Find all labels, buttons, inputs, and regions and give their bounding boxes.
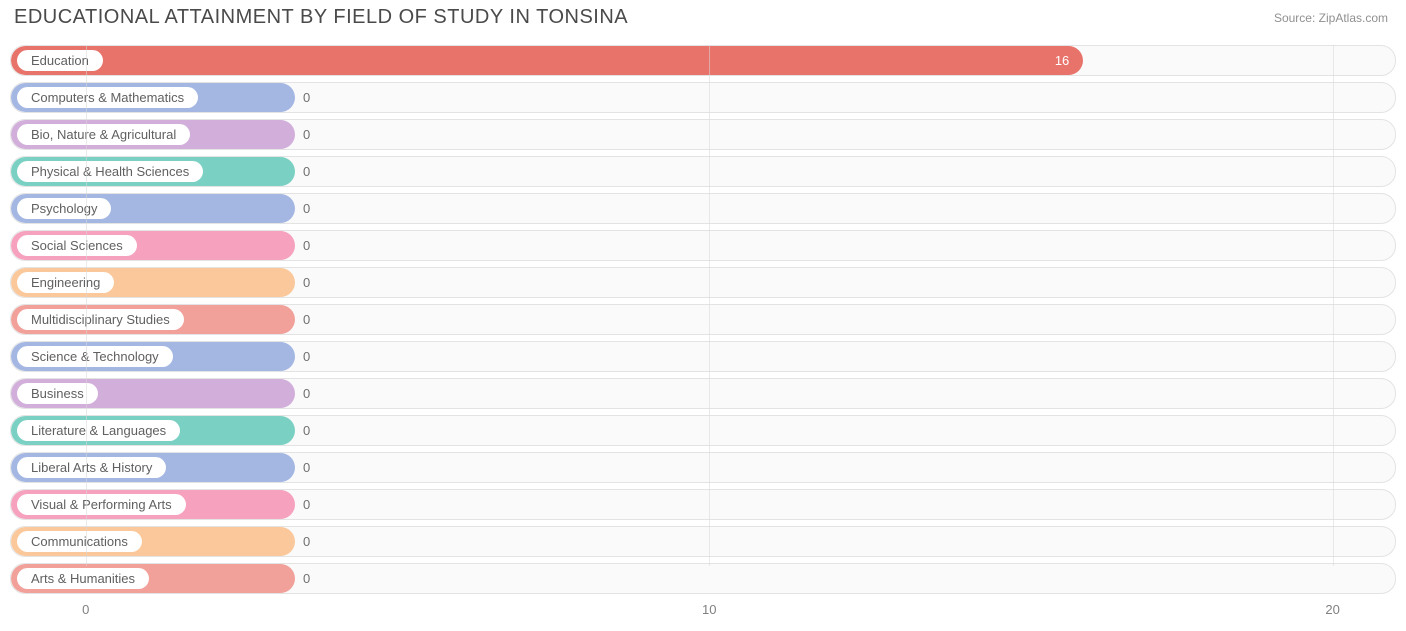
bar-label: Arts & Humanities: [17, 568, 149, 589]
bar-value: 0: [295, 342, 310, 371]
bar-value: 0: [295, 490, 310, 519]
bar-label: Business: [17, 383, 98, 404]
bar-label: Physical & Health Sciences: [17, 161, 203, 182]
chart-row: Visual & Performing Arts 0: [10, 489, 1396, 520]
chart-row: Engineering 0: [10, 267, 1396, 298]
bar-label: Psychology: [17, 198, 111, 219]
x-axis-tick: 20: [1325, 602, 1339, 617]
bar-value: 0: [295, 305, 310, 334]
bar-label: Liberal Arts & History: [17, 457, 166, 478]
bar-value: 0: [295, 379, 310, 408]
x-axis: 0 10 20: [10, 600, 1396, 624]
chart-row: Bio, Nature & Agricultural 0: [10, 119, 1396, 150]
bar-label: Multidisciplinary Studies: [17, 309, 184, 330]
bar-value: 0: [295, 120, 310, 149]
chart-row: Literature & Languages 0: [10, 415, 1396, 446]
bar-value: 0: [295, 194, 310, 223]
bar-label: Visual & Performing Arts: [17, 494, 186, 515]
bar-value: 0: [295, 416, 310, 445]
chart-row: Communications 0: [10, 526, 1396, 557]
bar-label: Communications: [17, 531, 142, 552]
bar-value: 0: [295, 527, 310, 556]
bar-label: Science & Technology: [17, 346, 173, 367]
chart-row: Computers & Mathematics 0: [10, 82, 1396, 113]
chart-header: Educational Attainment by Field of Study…: [0, 0, 1406, 31]
chart-row: Business 0: [10, 378, 1396, 409]
bar-value: 0: [295, 268, 310, 297]
bar-label: Social Sciences: [17, 235, 137, 256]
bar-value: 0: [295, 157, 310, 186]
bar-label: Literature & Languages: [17, 420, 180, 441]
bar-value: 0: [295, 83, 310, 112]
x-axis-tick: 0: [82, 602, 89, 617]
chart-row: Education16: [10, 45, 1396, 76]
chart-row: Liberal Arts & History 0: [10, 452, 1396, 483]
bar-label: Engineering: [17, 272, 114, 293]
bar-value: 0: [295, 231, 310, 260]
chart-source: Source: ZipAtlas.com: [1274, 11, 1388, 25]
chart-title: Educational Attainment by Field of Study…: [14, 6, 628, 29]
chart-row: Science & Technology 0: [10, 341, 1396, 372]
bar-value: 16: [11, 46, 1083, 75]
chart-row: Psychology 0: [10, 193, 1396, 224]
chart-row: Multidisciplinary Studies 0: [10, 304, 1396, 335]
chart-row: Arts & Humanities 0: [10, 563, 1396, 594]
bar-label: Computers & Mathematics: [17, 87, 198, 108]
bar-value: 0: [295, 453, 310, 482]
chart-row: Social Sciences 0: [10, 230, 1396, 261]
bar-value: 0: [295, 564, 310, 593]
chart-area: Education16Computers & Mathematics0Bio, …: [0, 31, 1406, 594]
bar-label: Bio, Nature & Agricultural: [17, 124, 190, 145]
chart-row: Physical & Health Sciences 0: [10, 156, 1396, 187]
x-axis-tick: 10: [702, 602, 716, 617]
